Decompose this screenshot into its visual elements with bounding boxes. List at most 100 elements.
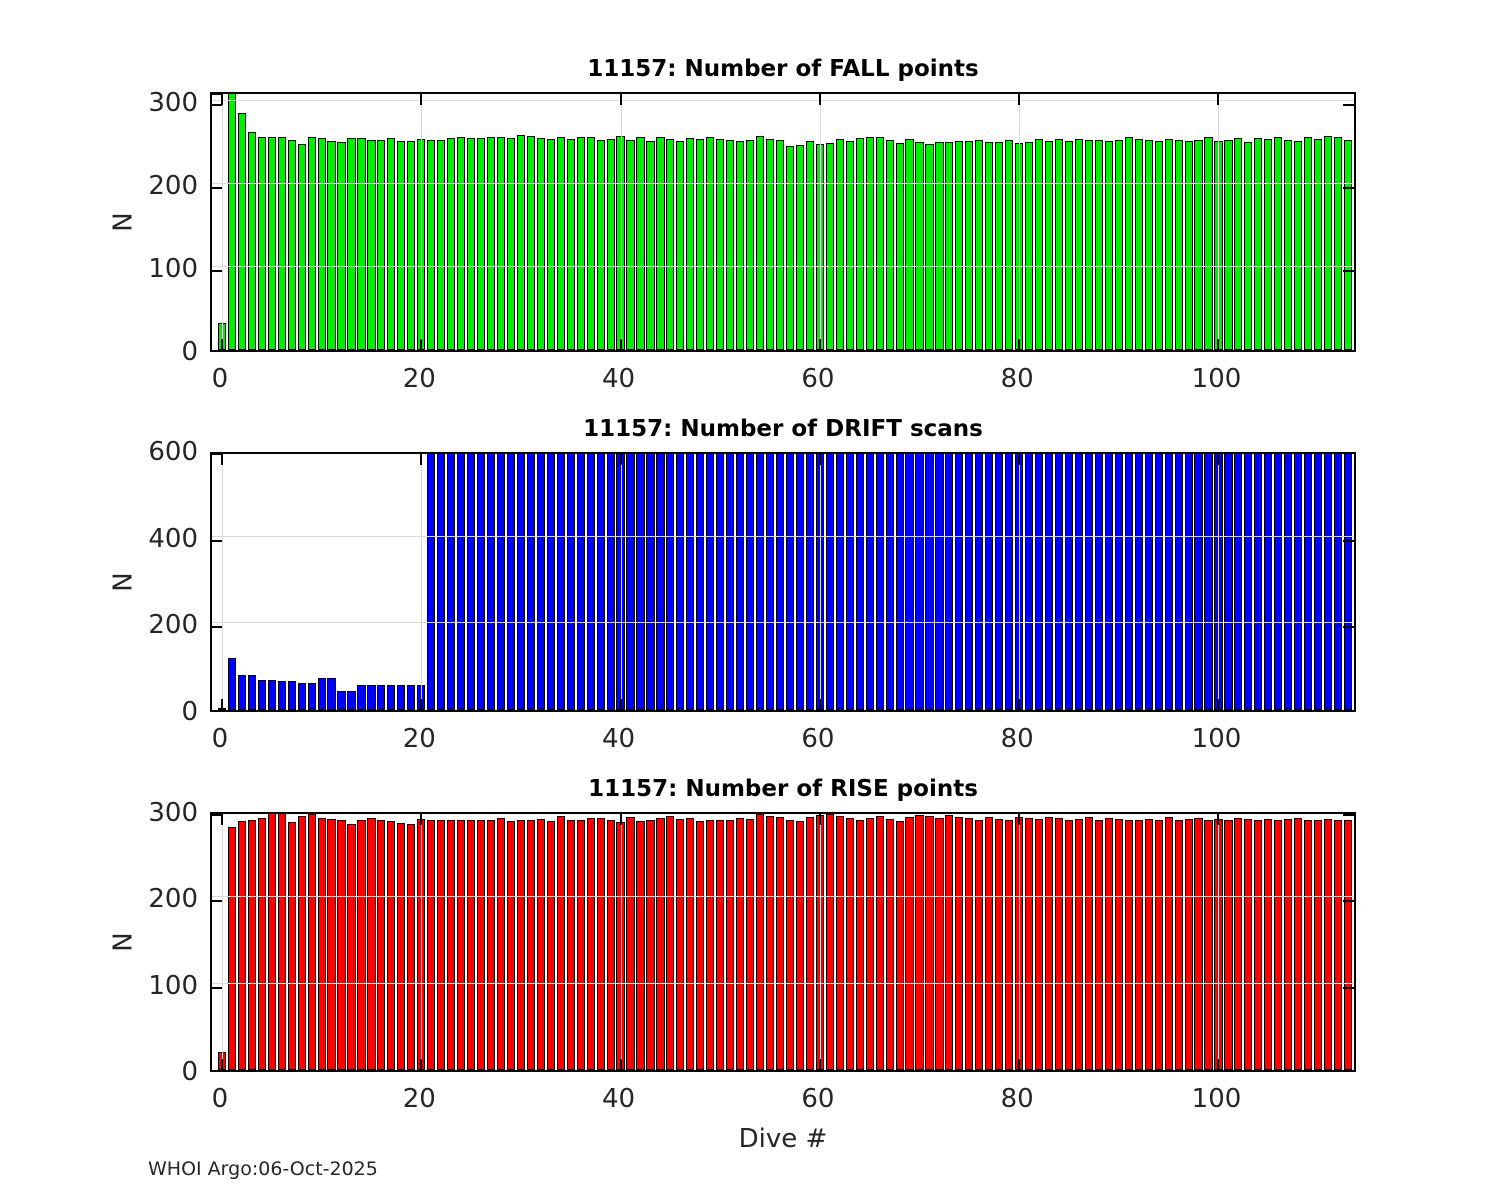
panel-rise: 11157: Number of RISE points N Dive # 0 1… [109, 776, 1356, 1154]
bar [526, 454, 535, 710]
bar [1104, 454, 1113, 710]
bar [257, 137, 266, 350]
bar [387, 685, 396, 710]
bar [676, 454, 685, 710]
bar [1064, 140, 1074, 350]
bar [1044, 140, 1054, 350]
bar [825, 454, 834, 710]
bar [347, 138, 356, 350]
gridline-horizontal [212, 535, 1354, 537]
bar [646, 820, 655, 1070]
gridline-vertical [421, 454, 423, 710]
gridline-vertical [1019, 454, 1021, 710]
bar [1294, 140, 1303, 350]
bar [935, 817, 944, 1070]
bar [1234, 817, 1243, 1070]
bar [1343, 819, 1353, 1070]
y-tick-label: 100 [148, 970, 198, 1001]
bar [1224, 139, 1233, 350]
bar [516, 134, 525, 350]
x-tick-label: 0 [211, 724, 229, 754]
bar [636, 821, 645, 1070]
bar [955, 140, 964, 350]
bar [865, 817, 874, 1070]
bar [566, 820, 575, 1070]
bar [437, 139, 446, 350]
y-tick-mark [212, 626, 223, 629]
y-tick-mark [1343, 626, 1354, 629]
bar [1194, 817, 1203, 1070]
bar [596, 817, 605, 1070]
bar [287, 680, 296, 710]
x-tick-mark [220, 454, 223, 465]
x-tick-mark [420, 1059, 423, 1070]
bar [1164, 139, 1173, 350]
bar [1044, 816, 1054, 1070]
bar [1134, 139, 1143, 350]
bar [277, 814, 286, 1070]
bar [586, 454, 595, 710]
bar [696, 454, 705, 710]
bar [1284, 454, 1293, 710]
bar [775, 139, 785, 350]
bar [935, 454, 944, 710]
y-tick-label: 0 [181, 697, 198, 727]
bar [656, 137, 665, 350]
bar [1244, 818, 1253, 1070]
bar [596, 454, 605, 710]
bar [1035, 454, 1044, 710]
bar [227, 94, 236, 350]
bar [626, 816, 635, 1070]
bar [556, 454, 565, 710]
y-tick-label: 0 [181, 337, 198, 367]
bar [636, 454, 645, 710]
bar [447, 820, 456, 1070]
bar [566, 454, 575, 710]
bar [257, 817, 266, 1070]
bar [347, 823, 356, 1070]
bar [307, 682, 316, 710]
bar [626, 139, 635, 350]
x-tick-mark [818, 94, 821, 105]
bar [785, 454, 795, 710]
bar [805, 454, 814, 710]
x-tick-label: 20 [402, 1084, 436, 1114]
fall-chart-title: 11157: Number of FALL points [587, 56, 979, 82]
x-tick-mark [420, 339, 423, 350]
bar [556, 816, 565, 1070]
bar [536, 138, 545, 350]
x-tick-mark [1018, 699, 1021, 710]
bar [756, 135, 765, 350]
bar [656, 454, 665, 710]
bar [327, 140, 336, 350]
y-tick-mark [1343, 900, 1354, 903]
bar [825, 143, 834, 350]
bar [526, 820, 535, 1070]
bar [536, 454, 545, 710]
bar [995, 818, 1004, 1070]
x-tick-label: 80 [1000, 1084, 1034, 1114]
y-tick-mark [212, 986, 223, 989]
x-tick-label: 0 [211, 1084, 229, 1114]
x-tick-mark [220, 94, 223, 105]
bar [1274, 454, 1283, 710]
bar [327, 818, 336, 1070]
bar [546, 139, 555, 350]
bar [1184, 140, 1193, 350]
y-tick-label: 400 [148, 523, 198, 554]
bar [905, 816, 914, 1070]
bar [287, 139, 296, 350]
bar [935, 142, 944, 350]
bar [1074, 454, 1084, 710]
bar [457, 136, 466, 350]
drift-plot-area [210, 452, 1356, 712]
bar [1224, 454, 1233, 710]
bar [686, 138, 695, 350]
y-tick-mark-top [212, 814, 223, 815]
bar [736, 140, 745, 350]
bar [576, 137, 585, 350]
bar [457, 820, 466, 1070]
bar [756, 814, 765, 1070]
x-tick-label: 60 [801, 364, 835, 394]
